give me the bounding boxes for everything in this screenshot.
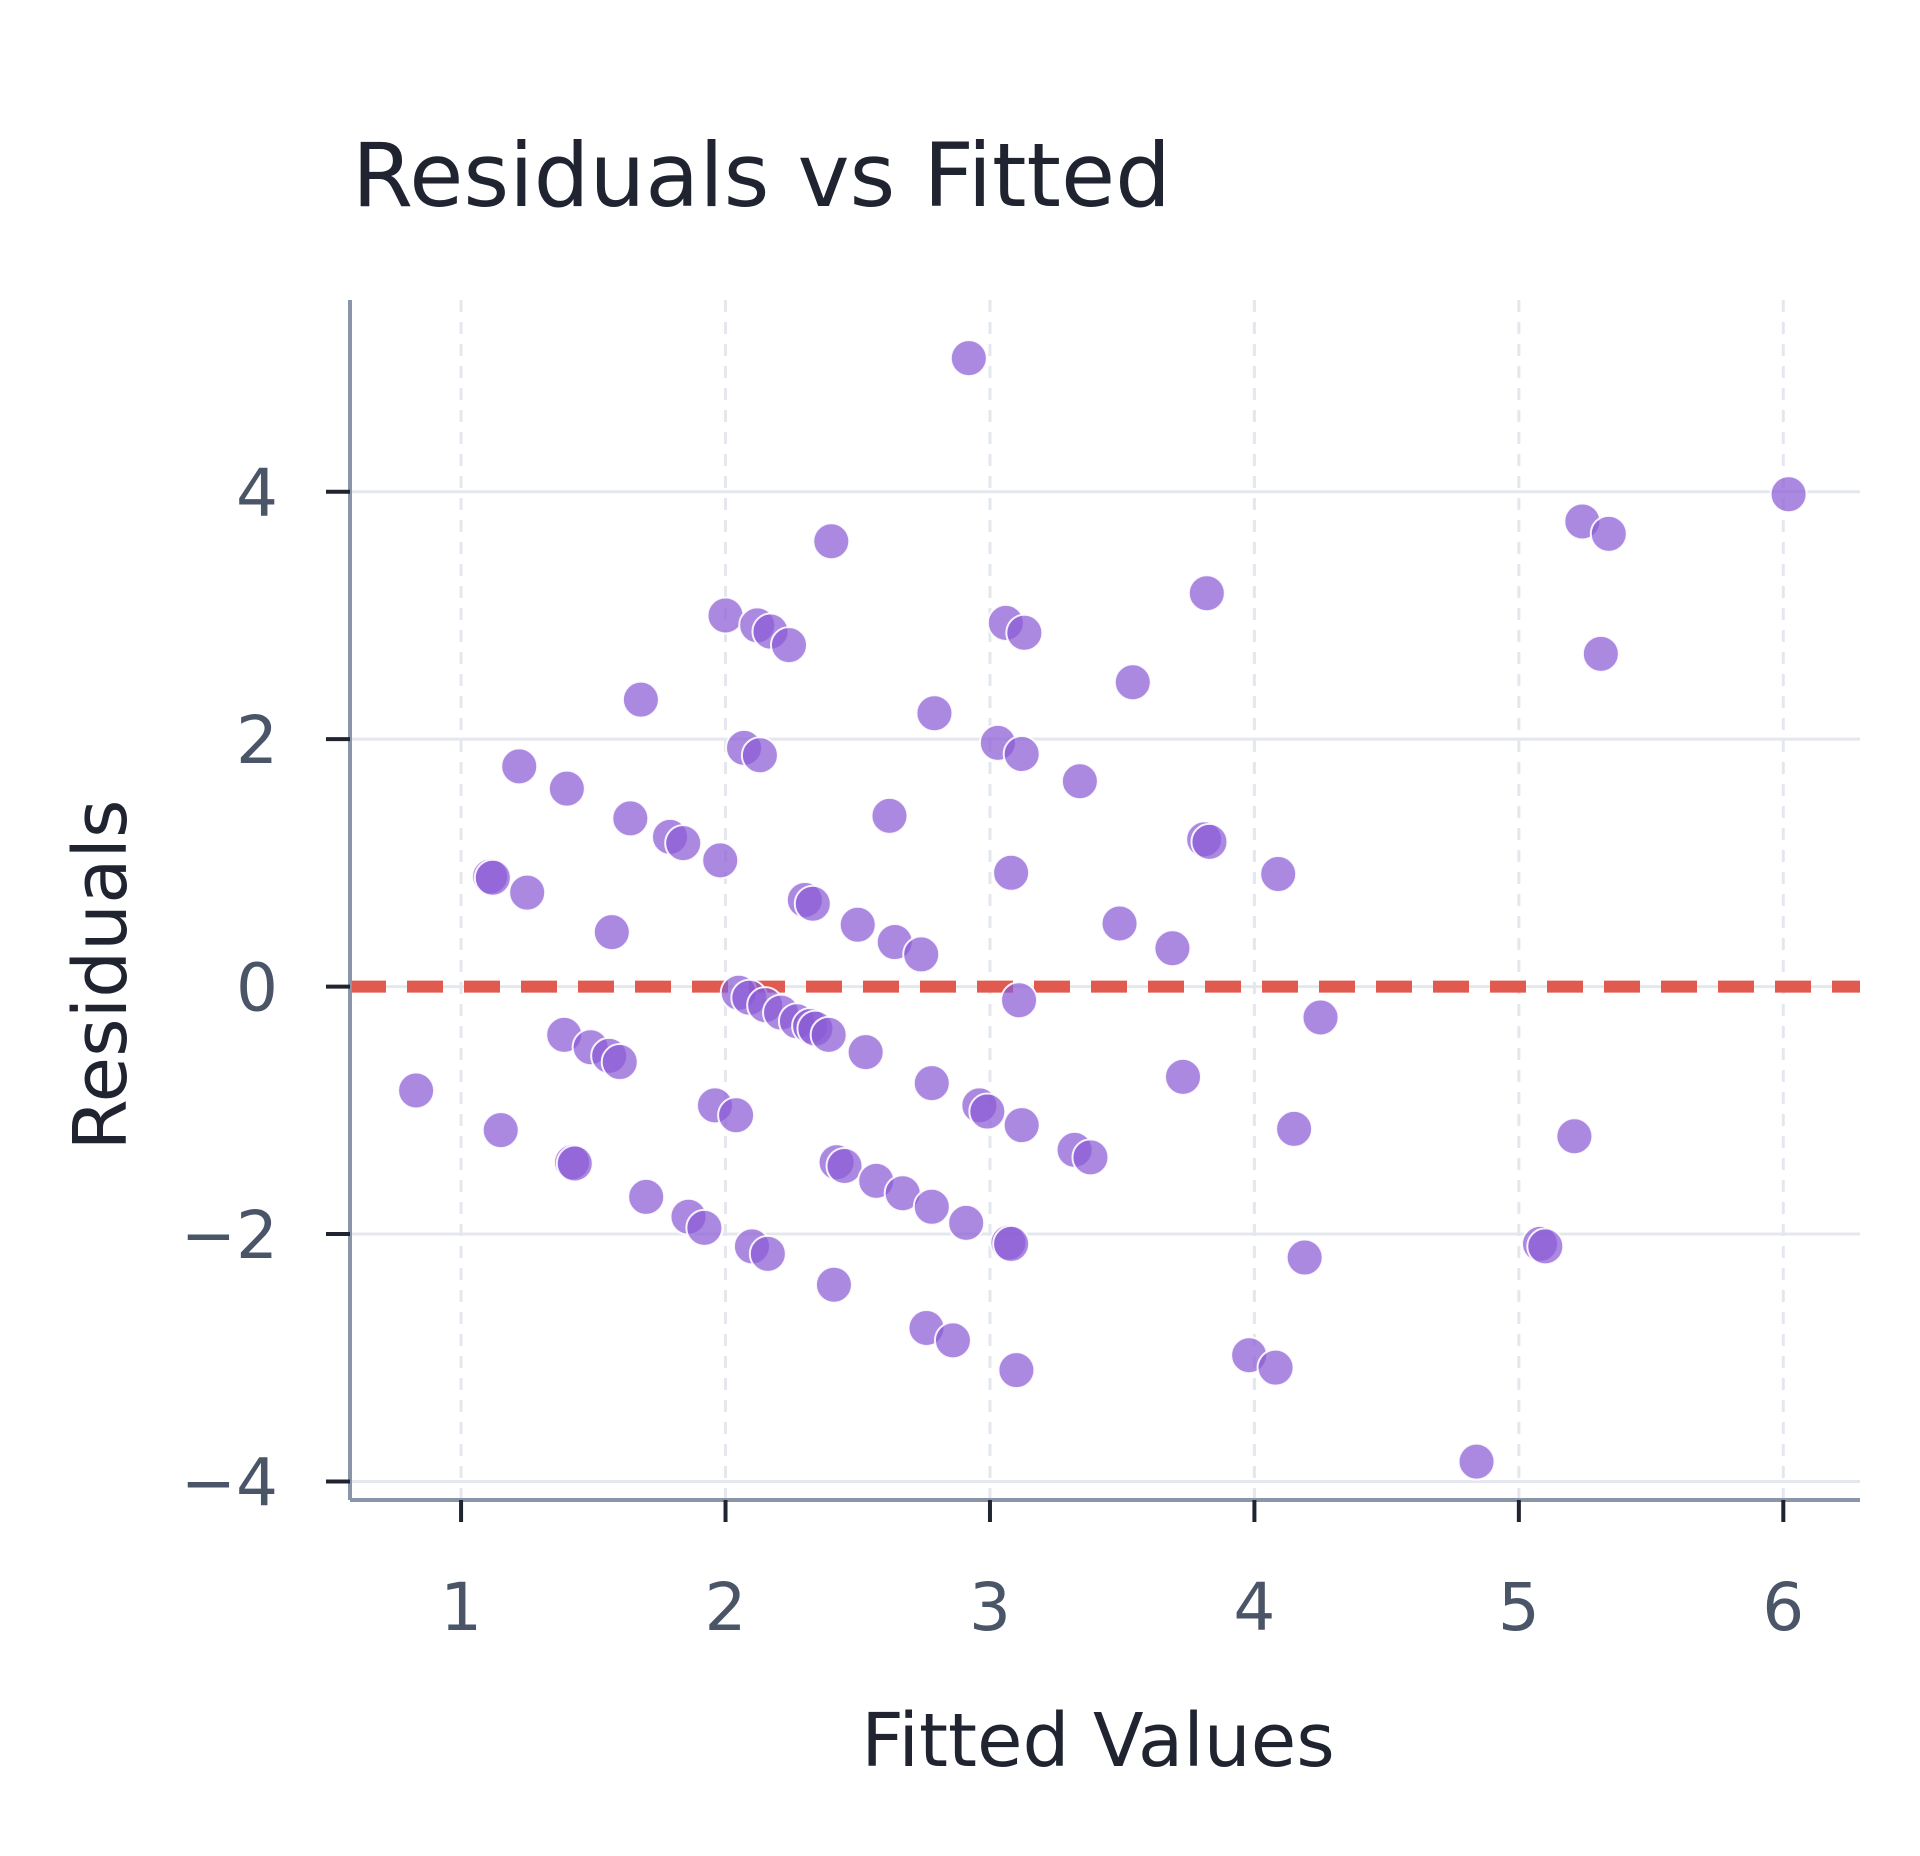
data-point-48 (846, 1033, 885, 1072)
data-point-44 (814, 1265, 853, 1304)
data-point-39 (793, 884, 832, 923)
data-point-89 (1457, 1442, 1496, 1481)
data-point-16 (621, 680, 660, 719)
data-point-5 (500, 747, 539, 786)
y-tick-label-minus-2: −2 (181, 1197, 278, 1274)
x-tick-label-4: 4 (1233, 1569, 1275, 1646)
data-point-47 (838, 905, 877, 944)
data-point-58 (933, 1321, 972, 1360)
data-point-23 (701, 841, 740, 880)
data-point-67 (992, 853, 1031, 892)
ticks-layer: 1 2 3 4 5 6 −4 −2 0 2 4 (181, 455, 1805, 1646)
data-point-24 (706, 596, 745, 635)
data-point-84 (1256, 1348, 1295, 1387)
data-point-17 (627, 1177, 666, 1216)
data-point-70 (1002, 735, 1041, 774)
grid-layer (350, 300, 1860, 1500)
data-point-76 (1100, 904, 1139, 943)
y-tick-label-minus-4: −4 (181, 1444, 278, 1521)
axes-layer (348, 300, 1860, 1502)
points-layer (397, 339, 1808, 1481)
data-point-1 (397, 1071, 436, 1110)
data-point-68 (997, 1351, 1036, 1390)
data-point-85 (1259, 855, 1298, 894)
data-point-10 (555, 1144, 594, 1183)
data-point-95 (1589, 514, 1628, 553)
data-point-62 (968, 1092, 1007, 1131)
data-point-42 (809, 1015, 848, 1054)
data-point-66 (992, 1224, 1031, 1263)
x-tick-label-3: 3 (969, 1569, 1011, 1646)
data-point-77 (1113, 663, 1152, 702)
data-point-36 (769, 626, 808, 665)
data-point-53 (902, 935, 941, 974)
y-tick-label-0: 0 (236, 950, 278, 1027)
data-point-25 (717, 1096, 756, 1135)
data-point-14 (600, 1043, 639, 1082)
data-point-75 (1071, 1138, 1110, 1177)
data-point-79 (1164, 1057, 1203, 1096)
data-point-7 (547, 769, 586, 808)
x-axis-label: Fitted Values (861, 1698, 1335, 1784)
data-point-46 (825, 1146, 864, 1185)
data-point-86 (1275, 1109, 1314, 1148)
data-point-81 (1187, 574, 1226, 613)
data-point-4 (481, 1111, 520, 1150)
data-point-31 (740, 736, 779, 775)
data-point-6 (508, 873, 547, 912)
data-point-55 (912, 1187, 951, 1226)
data-point-19 (664, 824, 703, 863)
data-point-94 (1581, 634, 1620, 673)
x-tick-label-2: 2 (705, 1569, 747, 1646)
data-point-88 (1301, 998, 1340, 1037)
data-point-71 (1002, 1106, 1041, 1145)
data-point-57 (912, 1064, 951, 1103)
data-point-21 (685, 1208, 724, 1247)
data-point-13 (592, 913, 631, 952)
data-point-59 (947, 1203, 986, 1242)
data-point-87 (1285, 1238, 1324, 1277)
y-tick-label-4: 4 (236, 455, 278, 532)
data-point-69 (1000, 981, 1039, 1020)
data-point-78 (1153, 929, 1192, 968)
data-point-91 (1526, 1227, 1565, 1266)
data-point-3 (473, 858, 512, 897)
data-point-15 (611, 799, 650, 838)
data-point-60 (949, 339, 988, 378)
data-point-50 (870, 796, 909, 835)
y-tick-label-2: 2 (236, 702, 278, 779)
data-point-74 (1060, 762, 1099, 801)
chart-title: Residuals vs Fitted (352, 124, 1171, 227)
data-point-33 (748, 1234, 787, 1273)
data-point-96 (1769, 475, 1808, 514)
data-point-72 (1005, 613, 1044, 652)
x-tick-label-1: 1 (440, 1569, 482, 1646)
x-tick-label-5: 5 (1498, 1569, 1540, 1646)
data-point-56 (915, 694, 954, 733)
y-axis-label: Residuals (58, 799, 144, 1150)
data-point-92 (1555, 1117, 1594, 1156)
x-tick-label-6: 6 (1762, 1569, 1804, 1646)
data-point-82 (1190, 822, 1229, 861)
data-point-43 (812, 522, 851, 561)
